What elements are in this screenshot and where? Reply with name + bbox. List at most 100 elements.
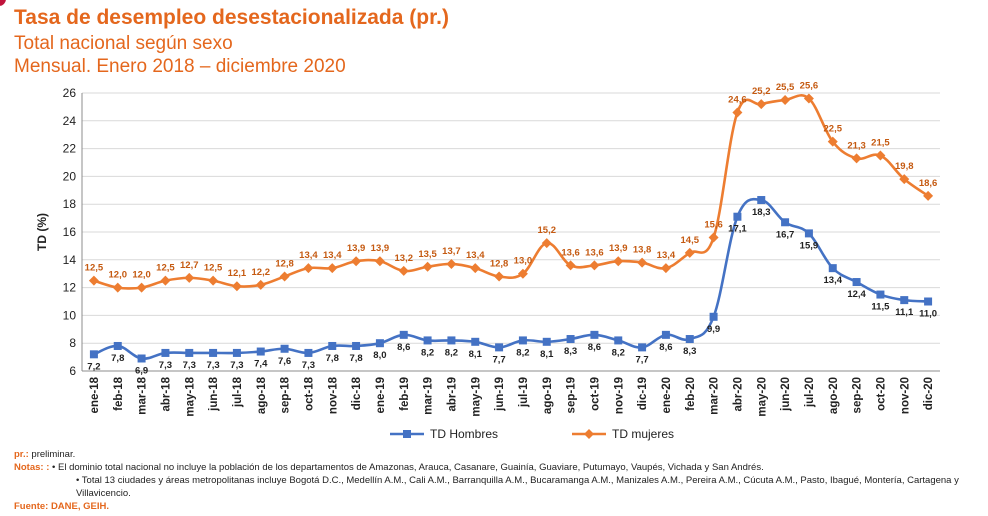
data-label-hombres: 13,4 — [824, 275, 843, 286]
data-point-hombres — [804, 229, 813, 238]
data-point-hombres — [375, 339, 384, 348]
data-point-hombres — [137, 354, 146, 363]
data-point-mujeres — [565, 260, 576, 271]
data-label-mujeres: 13,9 — [347, 243, 366, 254]
x-tick-label: dic-19 — [637, 377, 649, 410]
data-label-mujeres: 12,0 — [109, 270, 128, 281]
note-source: Fuente: DANE, GEIH. — [14, 501, 110, 512]
note-2: • Total 13 ciudades y áreas metropolitan… — [76, 475, 959, 499]
data-point-mujeres — [780, 94, 791, 105]
data-point-hombres — [161, 348, 170, 357]
data-point-mujeres — [613, 256, 624, 267]
data-label-mujeres: 12,5 — [204, 263, 223, 274]
data-point-hombres — [209, 348, 218, 357]
data-point-hombres — [733, 212, 742, 221]
data-point-hombres — [590, 330, 599, 339]
data-label-hombres: 17,1 — [728, 224, 747, 235]
x-tick-label: nov-20 — [899, 377, 911, 414]
data-point-mujeres — [470, 263, 481, 274]
data-point-hombres — [304, 348, 313, 357]
data-point-hombres — [328, 341, 337, 350]
y-tick-label: 22 — [63, 142, 77, 156]
data-label-mujeres: 13,4 — [299, 250, 318, 261]
data-label-mujeres: 21,3 — [847, 140, 866, 151]
data-point-mujeres — [899, 174, 910, 185]
data-point-mujeres — [303, 263, 314, 274]
y-tick-label: 24 — [63, 114, 77, 128]
data-label-hombres: 8,2 — [612, 347, 625, 358]
data-label-mujeres: 19,8 — [895, 161, 914, 172]
data-label-mujeres: 13,4 — [657, 250, 676, 261]
x-tick-label: jul-19 — [518, 377, 530, 408]
data-point-hombres — [900, 296, 909, 305]
x-tick-label: dic-18 — [351, 376, 363, 410]
data-point-hombres — [447, 336, 456, 345]
data-label-mujeres: 25,6 — [800, 81, 819, 92]
data-point-hombres — [471, 337, 480, 346]
x-tick-label: oct-19 — [589, 377, 601, 411]
data-label-mujeres: 15,2 — [538, 225, 557, 236]
data-point-hombres — [518, 336, 527, 345]
x-tick-label: nov-18 — [327, 376, 339, 414]
x-tick-label: ene-19 — [375, 377, 387, 413]
data-label-hombres: 15,9 — [800, 240, 819, 251]
x-tick-label: oct-20 — [875, 377, 887, 411]
data-label-hombres: 7,6 — [278, 356, 291, 367]
x-tick-label: jul-18 — [232, 376, 244, 408]
note-pr-text: preliminar. — [28, 449, 76, 460]
data-point-hombres — [661, 330, 670, 339]
x-tick-label: nov-19 — [613, 377, 625, 414]
y-tick-label: 10 — [63, 308, 77, 322]
x-tick-label: abr-19 — [446, 377, 458, 412]
y-tick-label: 16 — [63, 225, 77, 239]
legend-label-hombres: TD Hombres — [430, 427, 498, 441]
y-tick-label: 12 — [63, 281, 77, 295]
data-point-hombres — [495, 343, 504, 352]
data-label-mujeres: 18,6 — [919, 178, 938, 189]
page-title: Tasa de desempleo desestacionalizada (pr… — [14, 6, 449, 29]
x-tick-label: sep-18 — [280, 376, 292, 413]
page-period: Mensual. Enero 2018 – diciembre 2020 — [14, 56, 346, 77]
data-point-mujeres — [732, 107, 743, 118]
data-label-hombres: 8,3 — [564, 346, 577, 357]
data-label-mujeres: 13,2 — [395, 253, 414, 264]
data-point-hombres — [876, 290, 885, 299]
data-point-mujeres — [446, 258, 457, 269]
data-point-mujeres — [88, 275, 99, 286]
data-label-mujeres: 13,4 — [323, 250, 342, 261]
data-point-mujeres — [494, 271, 505, 282]
y-axis-label: TD (%) — [35, 213, 49, 251]
y-tick-label: 26 — [63, 86, 77, 100]
data-point-mujeres — [422, 261, 433, 272]
data-point-hombres — [256, 347, 265, 356]
data-point-hombres — [685, 335, 694, 344]
data-point-mujeres — [541, 238, 552, 249]
data-point-hombres — [352, 341, 361, 350]
x-tick-label: mar-18 — [137, 376, 149, 414]
data-label-hombres: 6,9 — [135, 365, 148, 376]
data-point-hombres — [542, 337, 551, 346]
x-tick-label: oct-18 — [303, 376, 315, 410]
data-point-mujeres — [208, 275, 219, 286]
x-tick-label: sep-20 — [852, 377, 864, 413]
x-tick-label: ago-20 — [828, 377, 840, 414]
x-tick-label: ago-19 — [542, 377, 554, 414]
x-tick-label: sep-19 — [566, 377, 578, 413]
data-label-hombres: 9,9 — [707, 324, 720, 335]
data-point-mujeres — [374, 256, 385, 267]
data-point-hombres — [709, 312, 718, 321]
data-label-hombres: 8,6 — [588, 342, 601, 353]
data-point-mujeres — [827, 136, 838, 147]
note-1: Notas: : • El dominio total nacional no … — [14, 461, 979, 474]
data-point-mujeres — [351, 256, 362, 267]
data-point-mujeres — [660, 263, 671, 274]
data-label-hombres: 7,8 — [326, 353, 339, 364]
data-label-hombres: 8,0 — [373, 350, 386, 361]
data-point-hombres — [232, 348, 241, 357]
data-point-hombres — [566, 335, 575, 344]
x-tick-label: abr-20 — [732, 377, 744, 412]
data-point-mujeres — [684, 247, 695, 258]
data-label-hombres: 8,2 — [516, 347, 529, 358]
legend-label-mujeres: TD mujeres — [612, 427, 674, 441]
data-label-hombres: 7,3 — [230, 360, 243, 371]
